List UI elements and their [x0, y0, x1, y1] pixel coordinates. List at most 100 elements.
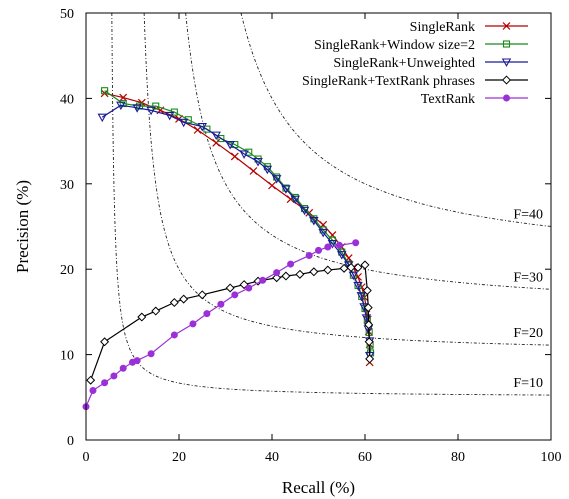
data-point [146, 106, 156, 116]
y-tick-label: 0 [67, 434, 74, 449]
data-point [352, 239, 360, 247]
series-line [85, 242, 356, 407]
data-point [290, 195, 300, 205]
data-point [364, 320, 374, 330]
legend-entry: SingleRank+Unweighted [333, 56, 528, 71]
data-point [225, 283, 235, 293]
x-tick-label: 40 [265, 450, 279, 465]
data-point [501, 75, 512, 85]
data-point [147, 350, 155, 358]
legend-entry: SingleRank+Window size=2 [314, 38, 528, 53]
x-tick-label: 80 [451, 450, 465, 465]
data-point [315, 246, 322, 254]
data-point [335, 241, 343, 249]
data-point [217, 300, 225, 308]
iso-f-curve [185, 12, 552, 290]
y-tick-label: 10 [60, 349, 74, 364]
data-point [135, 102, 144, 110]
data-point [133, 357, 141, 365]
data-point [272, 273, 282, 283]
data-point [259, 276, 267, 284]
data-point [137, 312, 147, 322]
data-point [211, 131, 221, 141]
data-point [249, 167, 258, 175]
x-tick-label: 60 [358, 450, 372, 465]
x-tick-label: 100 [541, 450, 562, 465]
data-point [119, 93, 128, 102]
data-point [179, 294, 189, 304]
legend-entry: SingleRank [410, 20, 528, 35]
legend-label: SingleRank [410, 20, 475, 35]
data-point [501, 58, 512, 67]
data-point [245, 284, 253, 292]
y-tick-label: 50 [60, 7, 74, 22]
data-point [86, 375, 96, 385]
data-point [178, 118, 189, 128]
data-point [230, 152, 239, 161]
legend-label: SingleRank+TextRank phrases [302, 74, 475, 89]
plot-frame [85, 12, 552, 441]
iso-f-curve [143, 12, 552, 346]
legend-label: TextRank [421, 92, 475, 107]
data-point [225, 140, 235, 150]
data-point [212, 138, 221, 147]
legend-entry: TextRank [421, 92, 528, 107]
data-point [101, 87, 109, 95]
data-point [324, 243, 332, 251]
data-point [502, 40, 511, 48]
series-singlerank-unweighted [97, 101, 375, 361]
data-point [132, 104, 142, 113]
data-point [365, 354, 375, 364]
data-point [97, 113, 108, 123]
data-point [348, 271, 359, 281]
data-point [309, 216, 319, 226]
data-point [231, 291, 239, 299]
series-line [104, 92, 371, 363]
data-point [262, 165, 273, 175]
data-point [110, 372, 118, 380]
y-tick-label: 20 [60, 263, 74, 278]
data-point [170, 331, 178, 339]
legend: SingleRank SingleRank+Window size=2 Single… [302, 20, 528, 107]
iso-f-curve [111, 12, 552, 396]
data-point [287, 260, 295, 268]
data-point [346, 262, 356, 272]
data-point [323, 265, 333, 275]
y-axis-label: Precision (%) [13, 180, 32, 273]
data-point [152, 102, 160, 110]
data-point [203, 125, 211, 133]
data-point [281, 271, 291, 281]
data-point [245, 148, 253, 156]
data-point [89, 386, 97, 394]
data-point [339, 263, 349, 273]
series-singlerank-textrank-phrases [86, 260, 375, 385]
data-point [193, 126, 202, 134]
axis-ticks: 0 20 40 60 80 100 0 10 20 30 40 50 [60, 7, 562, 465]
data-point [239, 150, 249, 159]
series-line [104, 90, 372, 353]
series-layer [82, 87, 375, 411]
iso-f-label: F=40 [513, 208, 543, 223]
data-point [337, 251, 347, 260]
data-point [327, 240, 338, 249]
data-point [271, 175, 282, 184]
x-axis-label: Recall (%) [282, 478, 355, 497]
series-line [101, 104, 371, 356]
data-point [353, 262, 363, 272]
data-point [281, 185, 291, 194]
data-point [217, 134, 225, 143]
data-point [151, 306, 161, 316]
data-point [299, 206, 310, 216]
series-textrank [82, 239, 360, 411]
data-point [353, 281, 363, 291]
data-point [356, 292, 367, 301]
data-point [119, 364, 127, 372]
legend-entry: SingleRank+TextRank phrases [302, 74, 528, 89]
x-tick-label: 20 [172, 450, 186, 465]
data-point [363, 303, 373, 313]
data-point [309, 267, 319, 277]
data-point [318, 228, 328, 238]
data-point [197, 290, 207, 300]
data-point [164, 111, 175, 121]
